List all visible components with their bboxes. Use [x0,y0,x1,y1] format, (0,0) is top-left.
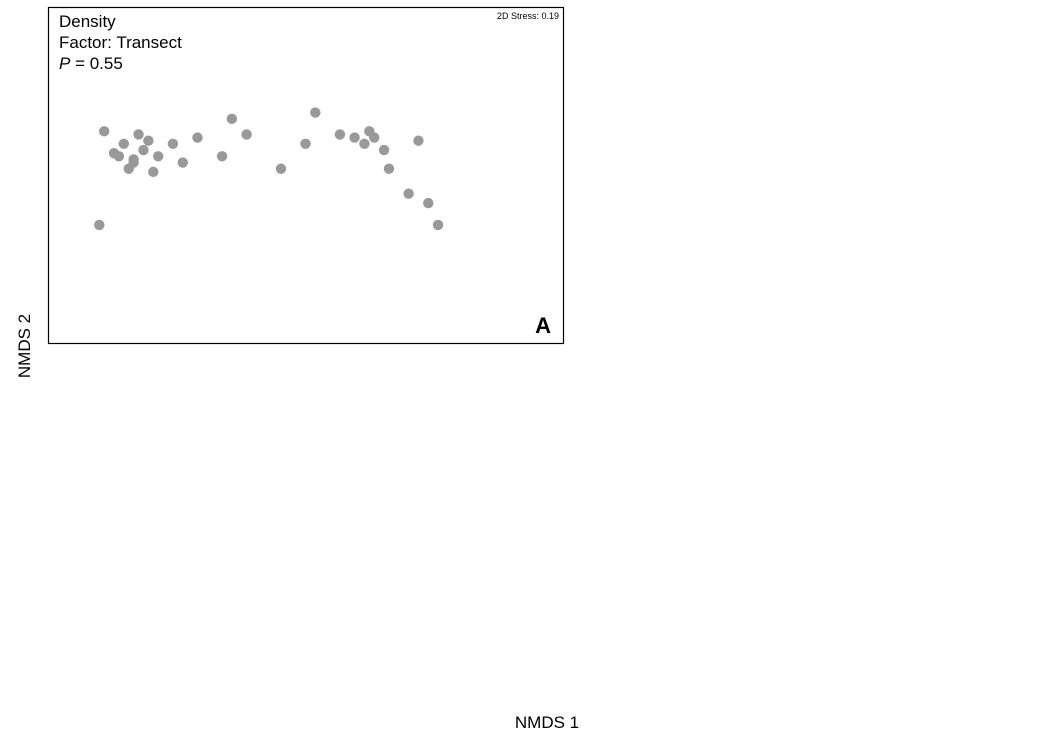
data-point [275,163,287,174]
panel-a: Density Factor: Transect P = 0.55 2D Stress… [47,6,565,345]
y-axis-label: NMDS 2 [15,314,34,378]
data-point [403,188,414,199]
panel-title-line: Factor: Transect [59,33,182,52]
data-point [349,132,360,143]
data-point [98,126,110,137]
data-point [148,166,159,178]
data-point [334,129,346,140]
x-axis-label: NMDS 1 [515,713,579,732]
panel-title-line: Density [59,12,116,31]
series-circle-grey [94,107,444,231]
data-point [369,132,380,143]
data-point [423,197,434,209]
panel-frame [47,6,565,345]
data-point [300,138,311,149]
panel-letter: A [535,313,551,338]
data-point [94,219,105,231]
data-point [153,151,164,162]
data-point [432,219,444,231]
stress-label: 2D Stress: 0.19 [497,11,559,21]
data-point [167,138,179,149]
data-point [413,135,424,146]
data-point [226,113,238,125]
data-point [310,107,321,118]
data-point [216,151,228,162]
data-point [133,129,144,140]
data-point [128,157,139,168]
data-point [383,163,395,174]
data-point [118,138,130,149]
data-point [113,151,125,162]
data-point [138,144,149,156]
data-point [378,144,390,156]
data-point [241,129,252,140]
data-point [192,132,203,143]
data-point [359,138,370,149]
data-point [143,135,154,146]
p-value-label: P = 0.55 [59,54,123,73]
data-point [177,157,188,168]
